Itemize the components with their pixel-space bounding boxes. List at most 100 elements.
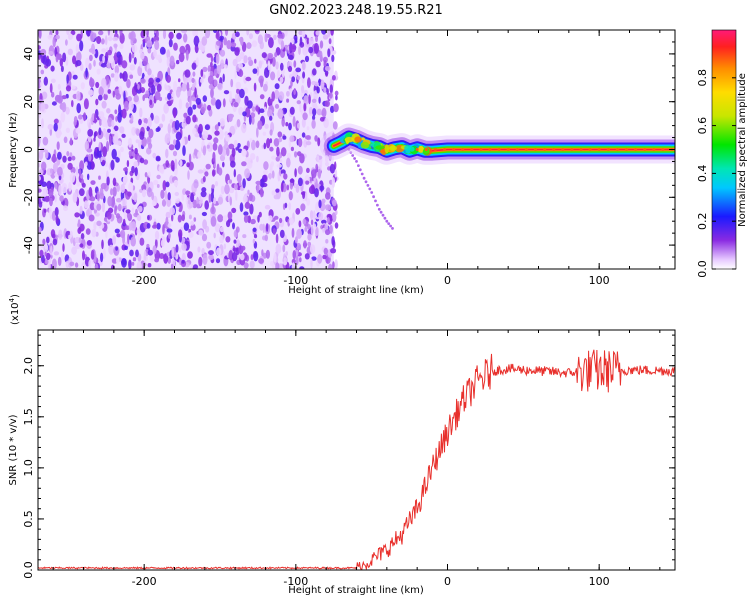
noise-speckle [330,105,335,113]
noise-speckle [53,162,58,173]
noise-speckle [278,91,285,101]
noise-speckle [155,30,159,38]
noise-speckle [295,255,299,266]
colorbar-gradient [711,29,737,270]
noise-speckle [206,144,210,149]
noise-speckle [249,138,253,143]
noise-speckle [137,232,140,242]
branch-trace-dot [353,157,356,160]
noise-speckle [115,116,118,122]
noise-speckle [146,243,150,248]
noise-speckle [295,67,302,73]
noise-speckle [112,186,117,197]
noise-speckle [329,163,336,174]
noise-speckle [312,115,316,121]
noise-speckle [144,172,148,178]
noise-speckle [137,65,143,77]
noise-speckle [76,51,82,62]
noise-speckle [165,148,169,159]
noise-speckle [334,209,338,216]
noise-speckle [195,57,199,66]
noise-speckle [304,135,311,140]
noise-speckle [98,127,102,136]
noise-speckle [107,36,113,42]
noise-speckle [109,30,114,37]
noise-speckle [211,169,216,177]
noise-speckle [195,97,202,105]
noise-speckle [139,157,145,164]
noise-speckle [307,241,312,247]
noise-speckle [246,161,253,169]
signal-peak-dot [488,148,492,151]
noise-speckle [41,161,47,171]
noise-speckle [297,165,303,175]
noise-speckle [181,259,185,264]
noise-speckle [192,199,198,209]
y-tick-label: 0 [22,146,35,153]
noise-speckle [49,83,53,94]
noise-speckle [197,169,204,174]
noise-speckle [181,82,187,92]
signal-peak-dot [415,148,419,151]
noise-speckle [185,190,191,195]
noise-speckle [133,94,139,103]
noise-speckle [325,72,328,77]
noise-speckle [167,92,172,100]
noise-speckle [122,175,128,184]
noise-speckle [230,42,237,48]
noise-speckle [281,117,286,127]
y-tick-label: -20 [22,188,35,206]
noise-speckle [329,84,333,94]
noise-speckle [121,133,126,138]
branch-trace-dot [360,172,364,176]
noise-speckle [61,102,67,113]
noise-speckle [271,155,277,160]
branch-trace-dot [377,207,381,211]
noise-speckle [273,194,280,200]
noise-speckle [175,244,179,253]
noise-speckle [44,149,49,159]
noise-speckle [242,178,246,189]
noise-speckle [126,160,130,168]
noise-speckle [65,56,69,66]
noise-speckle [58,174,62,181]
noise-speckle [202,145,207,156]
noise-speckle [98,118,102,126]
noise-speckle [78,188,85,197]
noise-speckle [57,83,61,90]
noise-speckle [254,30,259,33]
noise-speckle [153,115,160,124]
noise-speckle [245,157,251,163]
noise-speckle [262,131,267,136]
noise-speckle [169,55,175,66]
noise-speckle [147,214,150,221]
noise-speckle [110,73,115,78]
noise-speckle [244,168,251,179]
noise-speckle [114,72,119,82]
noise-speckle [241,161,247,167]
noise-speckle [89,78,95,88]
noise-speckle [131,165,135,174]
noise-speckle [86,240,92,246]
noise-speckle [237,55,241,61]
noise-speckle [62,52,67,63]
noise-speckle [140,78,146,84]
noise-speckle [239,253,245,261]
noise-speckle [185,102,189,109]
noise-speckle [223,243,227,250]
noise-speckle [208,84,213,90]
noise-speckle [102,248,106,260]
noise-speckle [127,137,133,148]
signal-blob [404,145,411,151]
noise-speckle [293,60,297,68]
noise-speckle [38,175,41,181]
noise-speckle [165,211,171,219]
noise-speckle [206,241,212,249]
noise-speckle [284,202,288,209]
noise-speckle [253,251,259,262]
noise-speckle [306,37,309,45]
noise-speckle [131,126,137,136]
noise-speckle [309,244,316,254]
noise-speckle [183,33,188,43]
